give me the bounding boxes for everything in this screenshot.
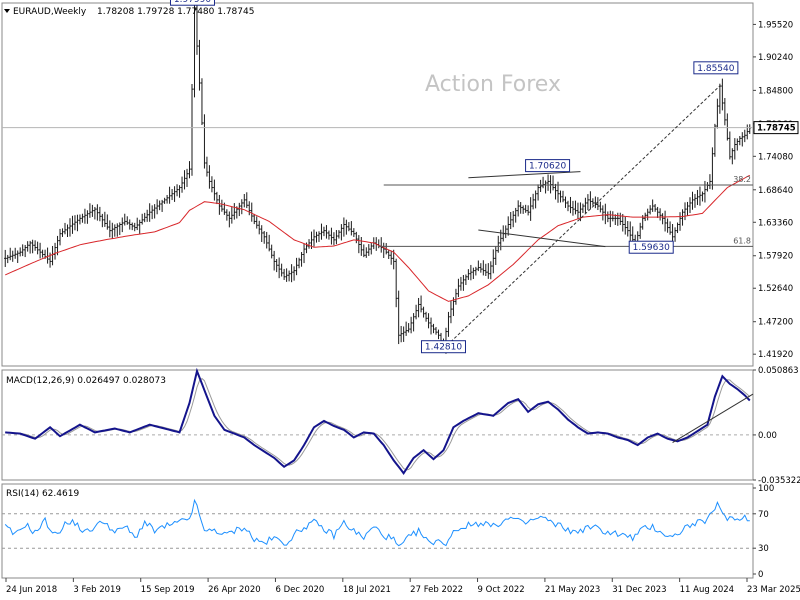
moving-average-line	[4, 174, 751, 302]
channel-lower-line	[478, 229, 606, 248]
macd-axis-label: 0.00	[758, 431, 777, 441]
swing-label-text: 1.42810	[425, 343, 462, 353]
rsi-title: RSI(14) 62.4619	[6, 489, 79, 499]
price-axis-label: 1.90240	[758, 53, 793, 63]
time-axis-label: 15 Sep 2019	[141, 585, 195, 595]
macd-signal-line	[5, 377, 751, 471]
current-price-text: 1.78745	[757, 124, 796, 134]
swing-label-box	[693, 61, 739, 75]
macd-main-line	[5, 367, 751, 475]
rsi-line	[4, 498, 750, 547]
time-axis-label: 21 May 2023	[545, 585, 600, 595]
time-axis-label: 31 Dec 2023	[612, 585, 666, 595]
price-axis-label: 1.41920	[758, 350, 793, 360]
price-axis-label: 1.63360	[758, 218, 793, 228]
price-layer: 38.2 61.8 1.97990 1.85540 1.70620 1.59630 1.42…	[2, 0, 753, 354]
swing-label-text: 1.97990	[174, 0, 211, 5]
fib-level-label: 61.8	[733, 236, 751, 245]
swing-label-text: 1.70620	[529, 162, 566, 172]
macd-axis-label: -0.035322	[758, 476, 800, 486]
macd-title: MACD(12,26,9) 0.026497 0.028073	[6, 376, 166, 386]
macd-layer	[5, 367, 754, 475]
panel-frames	[1, 2, 754, 579]
fib-level-label: 38.2	[733, 175, 751, 184]
time-axis-label: 26 Apr 2020	[208, 585, 261, 595]
symbol-label: EURAUD,Weekly	[13, 7, 87, 17]
price-axis-label: 1.84800	[758, 86, 793, 96]
swing-label-box	[420, 340, 466, 354]
watermark-text: Action Forex	[425, 72, 561, 97]
ohlc-values: 1.78208 1.79728 1.77480 1.78745	[97, 7, 254, 17]
price-axis-label: 1.74080	[758, 152, 793, 162]
rsi-axis-label: 0	[758, 570, 763, 580]
swing-label-box	[628, 240, 674, 254]
rsi-layer	[4, 498, 750, 547]
panel-frame-1	[1, 369, 754, 481]
panel-grids	[2, 434, 753, 549]
fib-baseline-dashed	[443, 85, 721, 350]
channel-upper-line	[468, 171, 581, 179]
time-axis-label: 24 Jun 2018	[6, 585, 57, 595]
price-axis-label: 1.47200	[758, 318, 793, 328]
time-axis-label: 18 Jul 2021	[343, 585, 391, 595]
time-axis-label: 27 Feb 2022	[410, 585, 463, 595]
rsi-axis-label: 70	[758, 510, 769, 520]
macd-axis-label: 0.050863	[758, 366, 799, 376]
swing-label-box	[169, 0, 215, 6]
time-axis-label: 23 Mar 2025	[747, 585, 800, 595]
time-axis-label: 9 Oct 2022	[478, 585, 525, 595]
price-axis-label: 1.57920	[758, 252, 793, 262]
time-axis-label: 3 Feb 2019	[73, 585, 121, 595]
rsi-axis-label: 30	[758, 544, 769, 554]
swing-label-box	[525, 159, 571, 173]
macd-trendline	[672, 393, 754, 444]
time-axis-label: 6 Dec 2020	[275, 585, 324, 595]
price-axis-label: 1.95520	[758, 20, 793, 30]
time-axis-label: 11 Aug 2024	[680, 585, 734, 595]
price-axis-label: 1.52640	[758, 284, 793, 294]
rsi-axis-label: 100	[758, 484, 774, 494]
swing-label-text: 1.85540	[697, 64, 734, 74]
panel-frame-2	[1, 483, 754, 579]
labels-layer: EURAUD,Weekly 1.78208 1.79728 1.77480 1.…	[4, 7, 254, 499]
axes-layer: 1.955201.902401.848001.793601.740801.686…	[2, 20, 800, 595]
price-axis-label: 1.68640	[758, 186, 793, 196]
current-price-badge	[753, 121, 799, 135]
swing-label-text: 1.59630	[633, 243, 670, 253]
collapse-triangle-icon[interactable]	[4, 9, 10, 13]
